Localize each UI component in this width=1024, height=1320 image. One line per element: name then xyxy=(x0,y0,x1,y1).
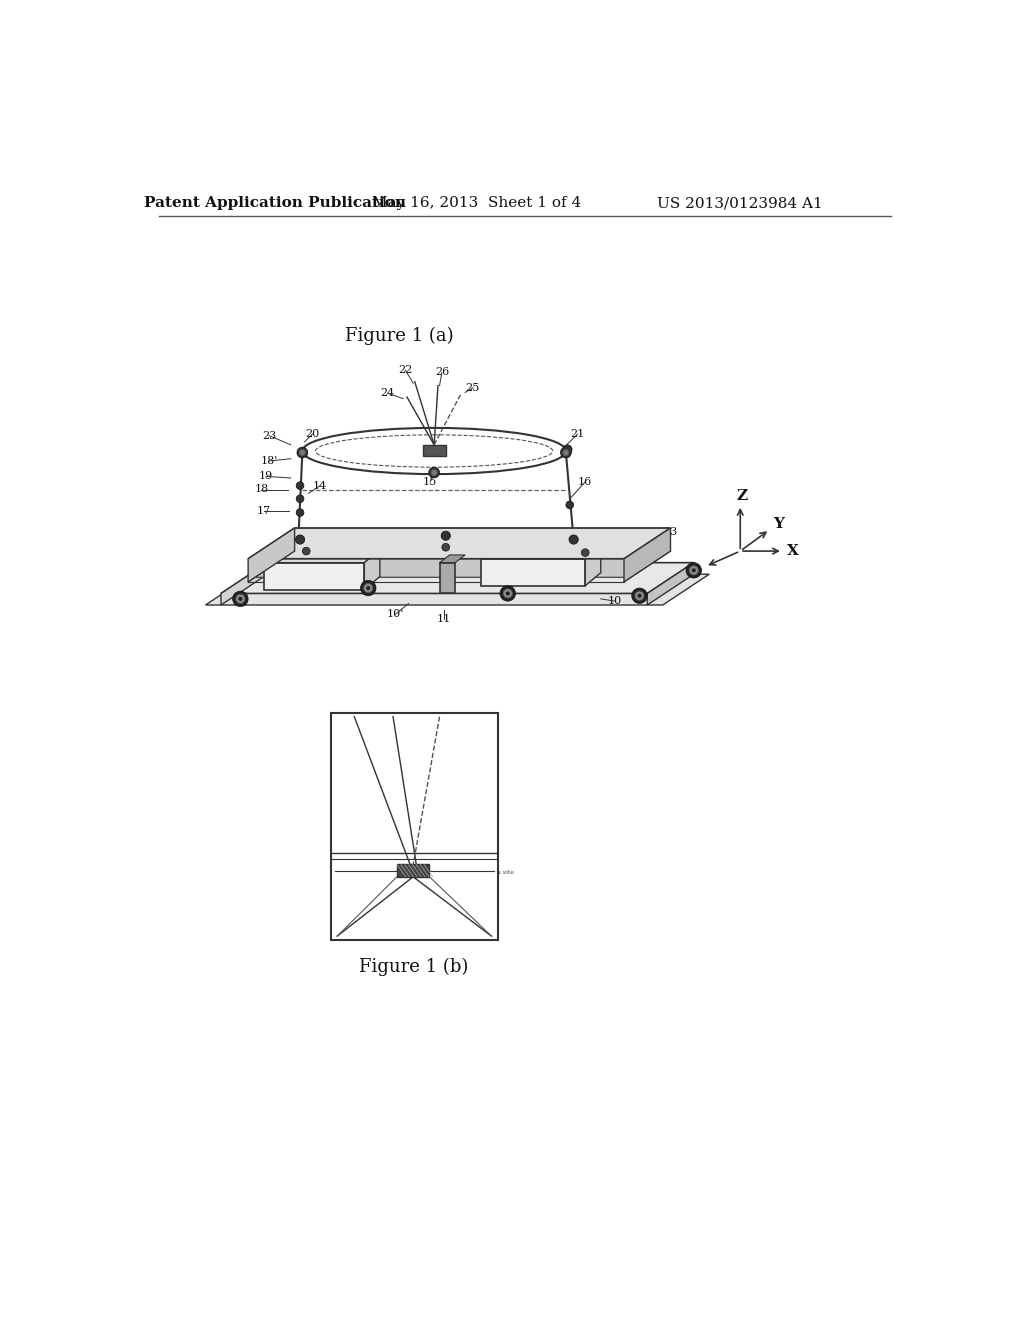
Circle shape xyxy=(692,569,695,572)
Polygon shape xyxy=(624,528,671,582)
Circle shape xyxy=(360,581,376,595)
Circle shape xyxy=(500,586,515,601)
Bar xyxy=(423,445,445,455)
Text: 24: 24 xyxy=(381,388,394,399)
Polygon shape xyxy=(248,528,295,582)
Circle shape xyxy=(503,589,512,598)
Circle shape xyxy=(297,447,308,458)
Bar xyxy=(397,865,429,876)
Text: US 2013/0123984 A1: US 2013/0123984 A1 xyxy=(657,197,823,210)
Text: 21: 21 xyxy=(570,429,585,440)
Polygon shape xyxy=(480,545,601,558)
Text: Z: Z xyxy=(736,488,748,503)
Text: 11: 11 xyxy=(437,614,452,624)
Circle shape xyxy=(239,597,242,601)
Bar xyxy=(331,713,498,940)
Text: Figure 1 (b): Figure 1 (b) xyxy=(359,958,469,975)
Text: 22: 22 xyxy=(398,366,413,375)
Polygon shape xyxy=(248,543,671,573)
Text: Patent Application Publication: Patent Application Publication xyxy=(144,197,407,210)
Text: 19: 19 xyxy=(259,471,273,482)
Text: 17: 17 xyxy=(257,506,270,516)
Text: 15: 15 xyxy=(423,477,437,487)
Text: 26: 26 xyxy=(386,727,400,737)
Polygon shape xyxy=(248,536,671,566)
Circle shape xyxy=(232,591,248,607)
Circle shape xyxy=(638,594,641,597)
Polygon shape xyxy=(221,562,267,605)
Text: Figure 1 (a): Figure 1 (a) xyxy=(345,326,454,345)
Circle shape xyxy=(563,445,572,454)
Circle shape xyxy=(686,562,701,578)
Text: 14: 14 xyxy=(313,480,328,491)
Circle shape xyxy=(441,531,451,540)
Circle shape xyxy=(566,502,573,508)
Text: 20: 20 xyxy=(305,429,319,440)
Circle shape xyxy=(569,535,579,544)
Text: Y: Y xyxy=(773,517,784,531)
Polygon shape xyxy=(480,558,586,586)
Polygon shape xyxy=(248,546,671,577)
Text: 16: 16 xyxy=(579,477,592,487)
Polygon shape xyxy=(206,574,710,605)
Circle shape xyxy=(506,591,509,595)
Text: Bragg peak junction site: Bragg peak junction site xyxy=(437,870,514,875)
Circle shape xyxy=(296,508,304,516)
Circle shape xyxy=(563,449,569,455)
Circle shape xyxy=(635,591,644,601)
Text: May 16, 2013  Sheet 1 of 4: May 16, 2013 Sheet 1 of 4 xyxy=(372,197,582,210)
Polygon shape xyxy=(586,545,601,586)
Circle shape xyxy=(632,589,647,603)
Text: 25: 25 xyxy=(440,777,455,787)
Text: 22: 22 xyxy=(341,727,355,737)
Text: 25: 25 xyxy=(466,383,480,393)
Text: 10': 10' xyxy=(387,610,404,619)
Circle shape xyxy=(367,586,370,590)
Polygon shape xyxy=(248,528,671,558)
Polygon shape xyxy=(263,562,365,590)
Text: 18: 18 xyxy=(254,484,268,495)
Text: 10: 10 xyxy=(607,597,622,606)
Text: X: X xyxy=(787,544,799,558)
Circle shape xyxy=(299,449,305,455)
Text: 18': 18' xyxy=(260,455,278,466)
Text: 13: 13 xyxy=(664,527,678,537)
Polygon shape xyxy=(647,562,693,605)
Circle shape xyxy=(296,482,304,490)
Text: 23: 23 xyxy=(262,430,276,441)
Polygon shape xyxy=(263,549,380,562)
Circle shape xyxy=(295,535,305,544)
Circle shape xyxy=(560,447,571,458)
Circle shape xyxy=(296,495,304,503)
Text: 12: 12 xyxy=(613,539,628,548)
Polygon shape xyxy=(365,549,380,590)
Circle shape xyxy=(442,544,450,552)
Circle shape xyxy=(582,549,589,557)
Polygon shape xyxy=(439,562,455,594)
Circle shape xyxy=(429,467,439,478)
Text: 26: 26 xyxy=(435,367,449,378)
Circle shape xyxy=(364,583,373,593)
Circle shape xyxy=(431,470,437,475)
Circle shape xyxy=(302,548,310,554)
Polygon shape xyxy=(221,562,693,594)
Circle shape xyxy=(236,594,245,603)
Circle shape xyxy=(689,566,698,576)
Polygon shape xyxy=(439,554,465,562)
